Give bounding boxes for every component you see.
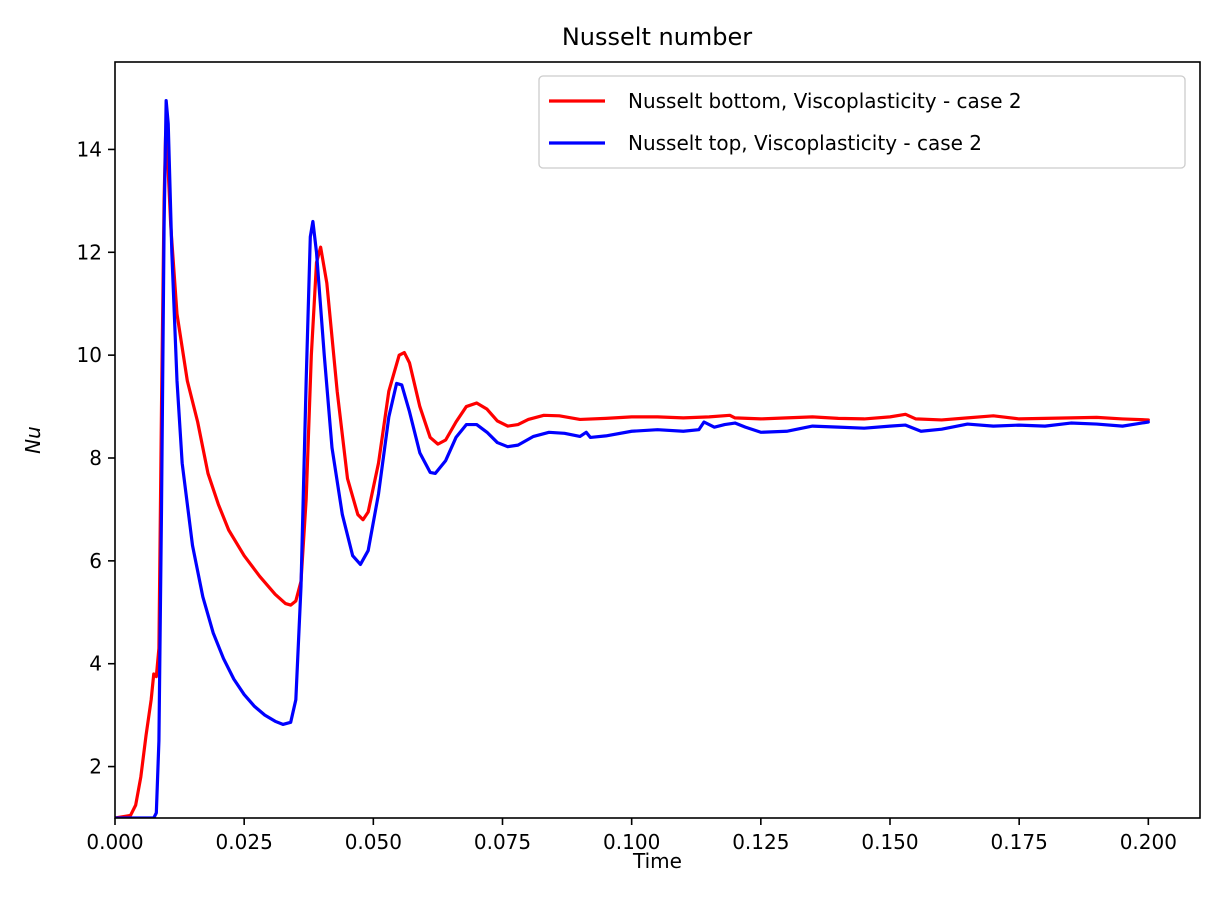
x-tick-label: 0.075 (474, 830, 531, 854)
legend-label-2: Nusselt top, Viscoplasticity - case 2 (628, 131, 982, 155)
series-line-2 (115, 98, 1150, 818)
y-tick-label: 10 (77, 343, 102, 367)
y-tick-label: 6 (89, 549, 102, 573)
plot-area-frame (114, 61, 1201, 819)
x-tick-label: 0.025 (216, 830, 273, 854)
legend-label-1: Nusselt bottom, Viscoplasticity - case 2 (628, 89, 1022, 113)
y-axis-label: Nu (21, 426, 45, 454)
y-tick-label: 4 (89, 652, 102, 676)
legend: Nusselt bottom, Viscoplasticity - case 2… (538, 75, 1186, 169)
x-axis: 0.000 0.025 0.050 0.075 0.100 0.125 0.150 0.175… (86, 818, 1177, 854)
x-tick-label: 0.175 (991, 830, 1048, 854)
series-layer (115, 98, 1150, 818)
y-tick-label: 14 (77, 137, 102, 161)
x-tick-label: 0.125 (732, 830, 789, 854)
chart-title: Nusselt number (562, 23, 752, 51)
y-tick-label: 2 (89, 755, 102, 779)
x-tick-label: 0.100 (603, 830, 660, 854)
x-tick-label: 0.200 (1120, 830, 1177, 854)
y-tick-label: 8 (89, 446, 102, 470)
x-tick-label: 0.000 (86, 830, 143, 854)
legend-box (538, 75, 1186, 169)
x-axis-label: Time (632, 849, 682, 873)
y-tick-label: 12 (77, 240, 102, 264)
x-tick-label: 0.050 (345, 830, 402, 854)
x-tick-label: 0.150 (861, 830, 918, 854)
y-axis: 2 4 6 8 10 12 14 (77, 137, 115, 779)
